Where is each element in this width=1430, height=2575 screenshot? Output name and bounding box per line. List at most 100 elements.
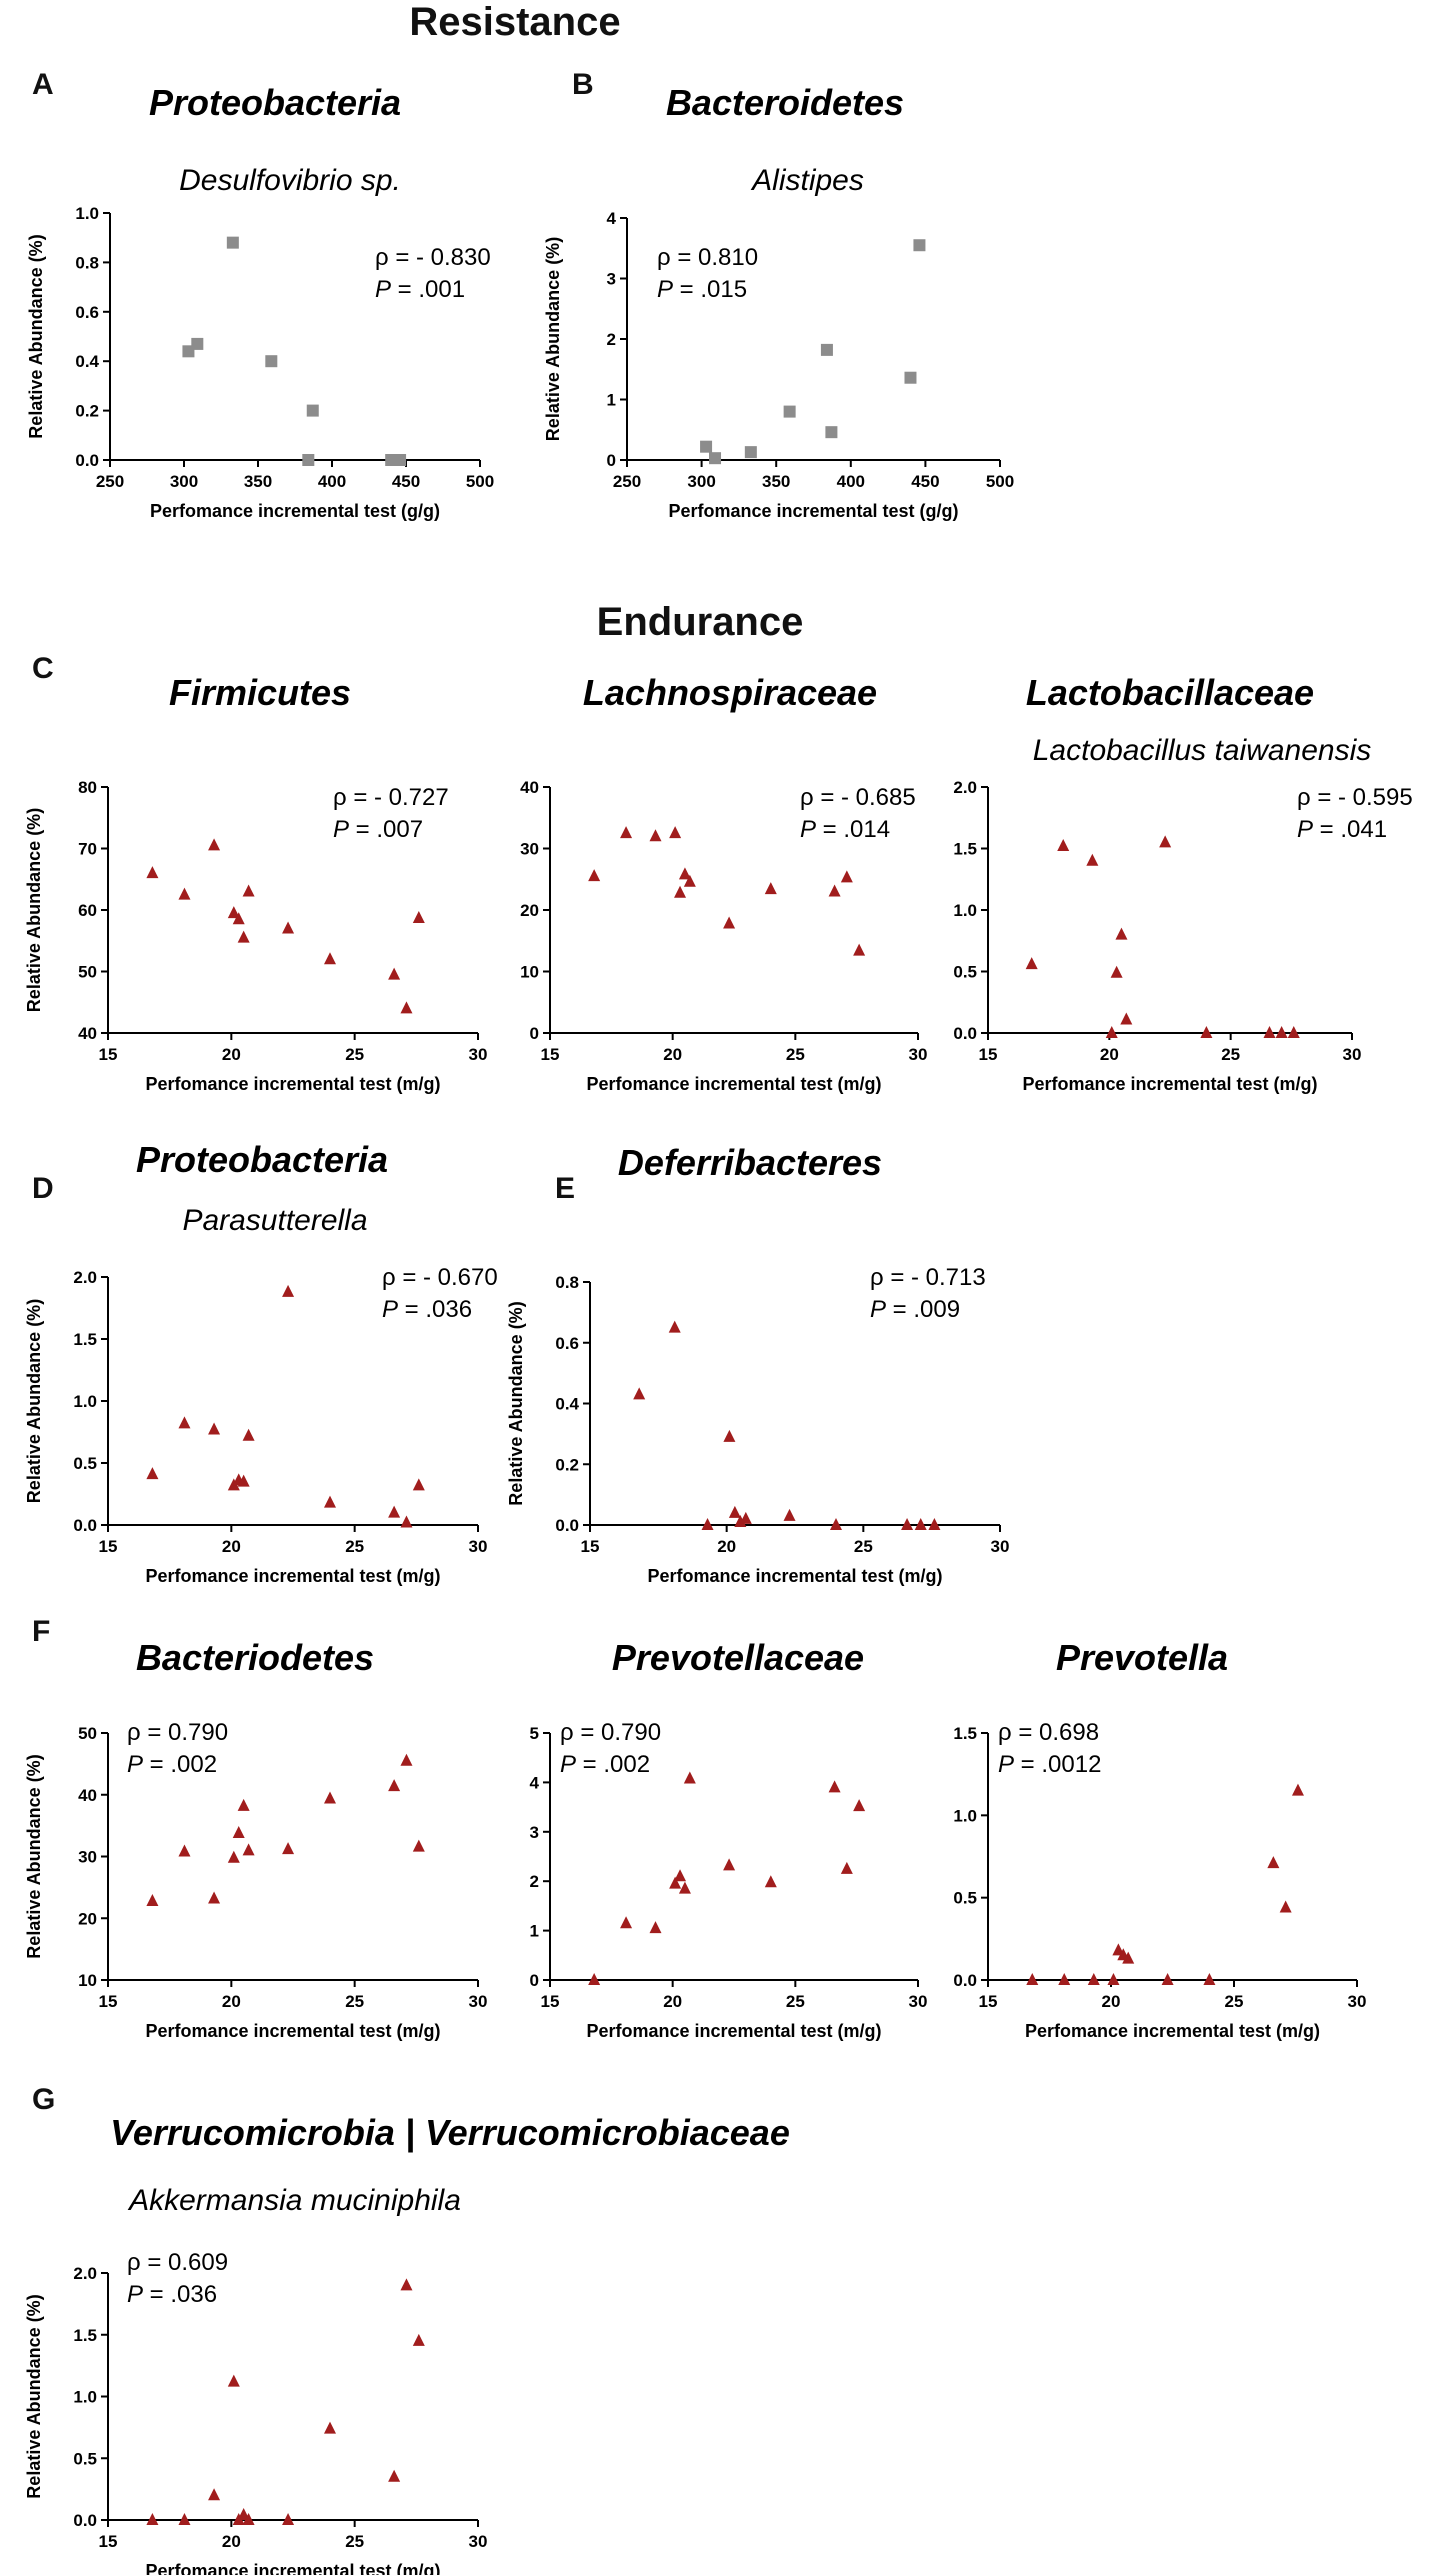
chart-b-point	[700, 440, 713, 453]
chart-f3-y-tick-label: 0.5	[953, 1889, 977, 1908]
chart-d-title: Proteobacteria	[136, 1139, 388, 1180]
chart-f2-stat-p-label: P	[560, 1751, 576, 1778]
chart-a-subtitle: Desulfovibrio sp.	[179, 164, 401, 197]
chart-c2-point	[853, 943, 866, 956]
chart-a-y-tick-label: 0.0	[75, 451, 99, 470]
chart-e-point	[633, 1387, 646, 1400]
chart-c1-point	[324, 952, 336, 965]
chart-b-subtitle: Alistipes	[750, 164, 864, 197]
chart-e-y-tick-label: 0.0	[555, 1516, 579, 1535]
chart-e-point	[668, 1320, 681, 1333]
chart-e-point	[928, 1518, 941, 1530]
chart-b-point	[744, 446, 757, 459]
chart-f3-stat-p-value: = .0012	[1014, 1751, 1101, 1778]
chart-f2-stat-p: P = .002	[560, 1751, 650, 1778]
chart-c3-x-label: Perfomance incremental test (m/g)	[1022, 1074, 1317, 1094]
chart-f1-point	[178, 1844, 191, 1857]
chart-f1-y-tick-label: 10	[78, 1971, 97, 1990]
chart-d-y-tick-label: 2.0	[73, 1268, 97, 1287]
chart-f3-x-tick-label: 25	[1225, 1992, 1244, 2011]
chart-c2-point	[683, 874, 696, 887]
chart-g-stat-rho: ρ = 0.609	[127, 2249, 228, 2276]
chart-f3-point	[1161, 1973, 1174, 1985]
chart-f3-point	[1087, 1973, 1100, 1985]
chart-g-point	[208, 2488, 221, 2501]
panel-letter-a: A	[32, 68, 54, 101]
chart-e-x-tick-label: 25	[854, 1537, 873, 1556]
chart-c3-point	[1115, 927, 1128, 940]
chart-f2-y-tick-label: 4	[530, 1773, 540, 1792]
chart-f2-x-tick-label: 25	[786, 1992, 805, 2011]
chart-e-stat-p-label: P	[870, 1296, 886, 1323]
chart-a-point	[226, 236, 239, 249]
chart-g-y-tick-label: 1.0	[73, 2388, 97, 2407]
chart-c2-point	[649, 829, 662, 842]
chart-f3-point	[1026, 1973, 1039, 1985]
chart-e-x-tick-label: 15	[581, 1537, 600, 1556]
chart-c3-point	[1105, 1026, 1118, 1038]
chart-e-stat-p: P = .009	[870, 1296, 960, 1323]
chart-a-y-tick-label: 0.4	[75, 352, 99, 371]
chart-a-stat-rho: ρ = - 0.830	[375, 244, 491, 271]
chart-b-title: Bacteroidetes	[666, 82, 904, 123]
chart-e-y-tick-label: 0.2	[555, 1455, 579, 1474]
chart-c3-stat-p: P = .041	[1297, 816, 1387, 843]
chart-e-point	[914, 1518, 927, 1530]
chart-c3-point	[1159, 835, 1172, 848]
chart-c2-x-tick-label: 25	[786, 1045, 805, 1064]
chart-c3-x-tick-label: 20	[1100, 1045, 1119, 1064]
chart-e-y-tick-label: 0.8	[555, 1273, 579, 1292]
panel-letter-b: B	[572, 68, 594, 101]
chart-d-point	[400, 1515, 413, 1528]
chart-a-x-tick-label: 250	[96, 472, 124, 491]
chart-d-x-tick-label: 15	[99, 1537, 118, 1556]
chart-e-point	[734, 1514, 747, 1527]
chart-f2-x-tick-label: 15	[541, 1992, 560, 2011]
panel-letter-c: C	[32, 652, 54, 685]
chart-f1-stat-p: P = .002	[127, 1751, 217, 1778]
chart-e-point	[728, 1505, 741, 1518]
chart-f2-y-tick-label: 3	[530, 1823, 539, 1842]
chart-b-point	[709, 452, 722, 465]
chart-c3-stat-rho: ρ = - 0.595	[1297, 784, 1413, 811]
chart-c2-point	[588, 869, 601, 882]
chart-g-point	[178, 2513, 191, 2525]
chart-f2-point	[683, 1771, 696, 1784]
chart-f2-point	[620, 1916, 633, 1929]
chart-f3-point	[1058, 1973, 1071, 1985]
chart-g-title: Verrucomicrobia | Verrucomicrobiaceae	[110, 2112, 790, 2153]
chart-d-stat-rho: ρ = - 0.670	[382, 1264, 498, 1291]
chart-f3-stat-rho: ρ = 0.698	[998, 1719, 1099, 1746]
chart-g-stat-p: P = .036	[127, 2281, 217, 2308]
chart-d-stat-p-value: = .036	[398, 1296, 472, 1323]
section-title-endurance: Endurance	[596, 600, 804, 644]
chart-f2-x-tick-label: 30	[909, 1992, 928, 2011]
chart-c3-point	[1025, 957, 1038, 970]
chart-f1-point	[237, 1798, 250, 1811]
chart-c1-point	[146, 866, 159, 879]
chart-b-stat-p-label: P	[657, 276, 673, 303]
chart-c1-x-tick-label: 20	[222, 1045, 241, 1064]
chart-c3-point	[1120, 1012, 1133, 1025]
chart-f3-y-tick-label: 1.0	[953, 1806, 977, 1825]
chart-f2-y-tick-label: 0	[530, 1971, 539, 1990]
chart-c1-point	[282, 921, 295, 934]
chart-f1-title: Bacteriodetes	[136, 1637, 374, 1678]
chart-f2-point	[678, 1881, 691, 1894]
chart-g-point	[412, 2333, 425, 2346]
chart-e-x-tick-label: 30	[991, 1537, 1010, 1556]
chart-c2-point	[674, 885, 687, 898]
chart-c2-point	[764, 882, 777, 895]
chart-a-x-tick-label: 500	[466, 472, 494, 491]
chart-c2-stat-p-value: = .014	[816, 816, 890, 843]
chart-c3-x-tick-label: 30	[1343, 1045, 1362, 1064]
chart-b-y-tick-label: 1	[607, 391, 616, 410]
chart-f3-point	[1291, 1783, 1304, 1796]
chart-d-point	[237, 1474, 250, 1487]
chart-c1-point	[412, 910, 425, 923]
chart-b-x-label: Perfomance incremental test (g/g)	[668, 501, 958, 521]
chart-f1-y-tick-label: 40	[78, 1786, 97, 1805]
chart-c1-title: Firmicutes	[169, 672, 351, 713]
chart-g-y-tick-label: 1.5	[73, 2326, 97, 2345]
chart-d-point	[242, 1428, 255, 1441]
